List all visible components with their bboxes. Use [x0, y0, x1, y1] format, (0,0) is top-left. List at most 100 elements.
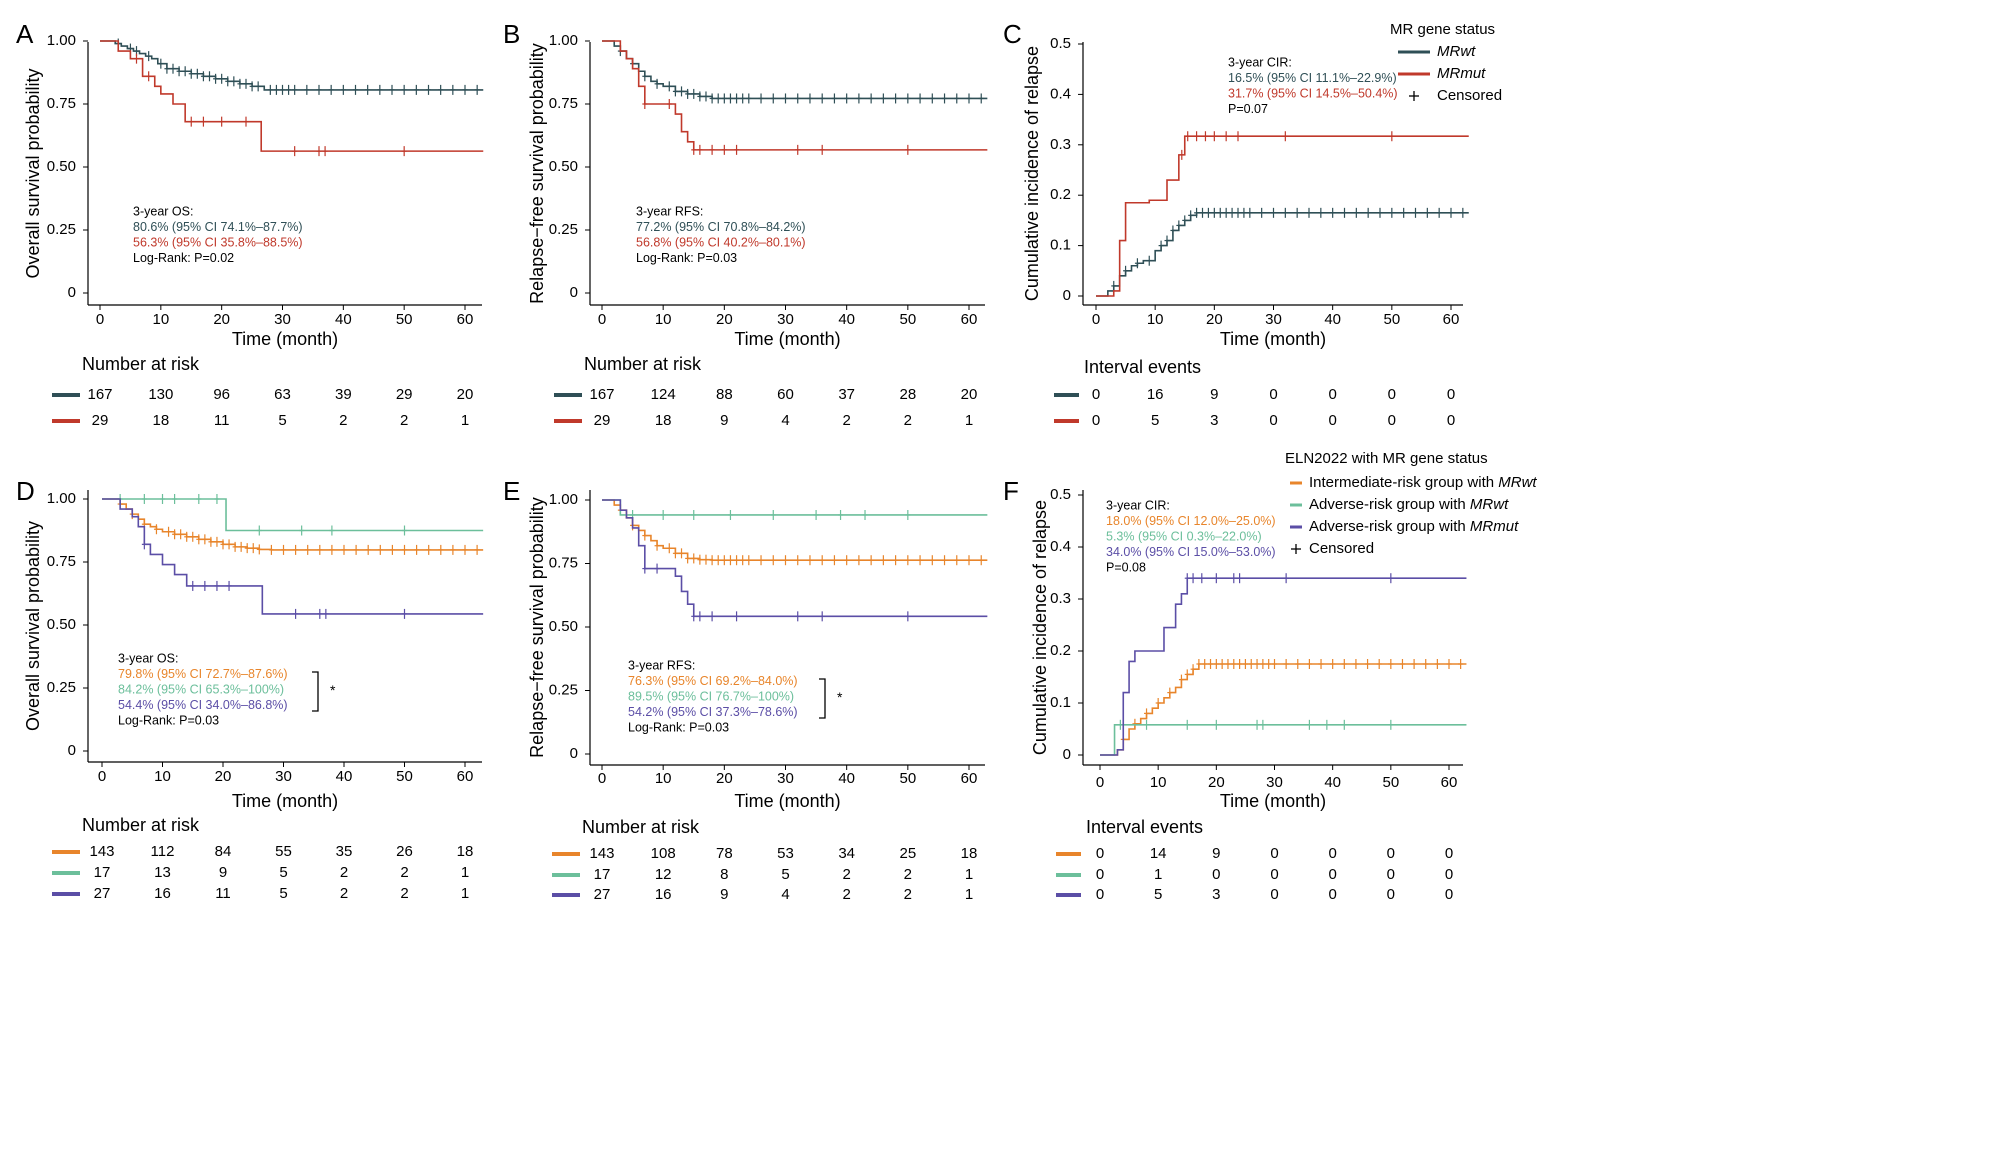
x-tick-label: 60: [1443, 311, 1460, 328]
risk-value: 0: [1328, 886, 1336, 903]
annotation-line: 56.3% (95% CI 35.8%–88.5%): [133, 235, 303, 249]
y-tick-label: 1.00: [47, 490, 76, 507]
x-tick-label: 40: [1324, 774, 1341, 791]
x-tick-label: 40: [1324, 311, 1341, 328]
risk-value: 0: [1270, 845, 1278, 862]
risk-value: 0: [1328, 386, 1336, 403]
legend-label: MRwt: [1437, 43, 1476, 60]
risk-value: 18: [152, 412, 169, 429]
x-tick-label: 10: [1150, 774, 1167, 791]
x-tick-label: 20: [215, 768, 232, 785]
annotation-line: 3-year RFS:: [628, 658, 695, 672]
risk-value: 0: [1212, 866, 1220, 883]
risk-value: 2: [904, 866, 912, 883]
legend-label: Censored: [1437, 87, 1502, 104]
y-tick-label: 0.75: [47, 553, 76, 570]
x-tick-label: 40: [335, 311, 352, 328]
y-tick-label: 1.00: [549, 491, 578, 508]
risk-value: 14: [1150, 845, 1167, 862]
x-tick-label: 0: [598, 311, 606, 328]
risk-value: 18: [961, 845, 978, 862]
annotation-line: 34.0% (95% CI 15.0%–53.0%): [1106, 545, 1276, 559]
risk-value: 9: [720, 412, 728, 429]
x-axis-label: Time (month): [1220, 791, 1326, 811]
panel-letter: C: [1003, 19, 1022, 49]
risk-value: 2: [400, 864, 408, 881]
annotation-line: 3-year OS:: [133, 204, 193, 218]
annotation-line: 3-year CIR:: [1228, 55, 1292, 69]
risk-value: 2: [842, 866, 850, 883]
risk-value: 28: [899, 386, 916, 403]
annotation-line: 80.6% (95% CI 74.1%–87.7%): [133, 220, 303, 234]
risk-value: 0: [1445, 886, 1453, 903]
x-tick-label: 20: [716, 311, 733, 328]
y-tick-label: 0.25: [47, 221, 76, 238]
annotation-line: 16.5% (95% CI 11.1%–22.9%): [1228, 71, 1397, 85]
annotation-line: 76.3% (95% CI 69.2%–84.0%): [628, 674, 798, 688]
annotation-line: 54.2% (95% CI 37.3%–78.6%): [628, 705, 798, 719]
series-line-adverse_mut: [1100, 577, 1467, 756]
series-line-mrmut: [602, 40, 988, 151]
risk-value: 3: [1212, 886, 1220, 903]
x-tick-label: 60: [457, 768, 474, 785]
risk-value: 167: [87, 386, 112, 403]
x-tick-label: 10: [1147, 311, 1164, 328]
significance-bracket: [819, 678, 826, 719]
risk-value: 2: [339, 412, 347, 429]
risk-value: 12: [655, 866, 672, 883]
x-tick-label: 40: [336, 768, 353, 785]
y-axis-label: Overall survival probability: [23, 521, 43, 731]
risk-value: 9: [1212, 845, 1220, 862]
risk-value: 1: [1154, 866, 1162, 883]
x-tick-label: 30: [777, 311, 794, 328]
y-axis-label: Cumulative incidence of relapse: [1030, 500, 1050, 755]
risk-value: 16: [1147, 386, 1164, 403]
legend-label: Adverse-risk group with MRwt: [1309, 496, 1509, 513]
legend-label: Censored: [1309, 540, 1374, 557]
y-tick-label: 0.3: [1050, 136, 1071, 153]
risk-value: 1: [965, 412, 973, 429]
x-tick-label: 50: [1383, 311, 1400, 328]
risk-value: 0: [1447, 412, 1455, 429]
risk-value: 84: [215, 843, 232, 860]
risk-value: 1: [965, 866, 973, 883]
x-axis-label: Time (month): [734, 329, 840, 349]
y-tick-label: 0.2: [1050, 642, 1071, 659]
annotation-line: 79.8% (95% CI 72.7%–87.6%): [118, 667, 288, 681]
x-tick-label: 50: [396, 311, 413, 328]
risk-value: 0: [1387, 866, 1395, 883]
y-tick-label: 0.50: [47, 158, 76, 175]
risk-value: 55: [275, 843, 292, 860]
risk-value: 17: [94, 864, 111, 881]
x-axis-label: Time (month): [232, 329, 338, 349]
risk-value: 167: [589, 386, 614, 403]
risk-value: 11: [214, 412, 230, 429]
risk-value: 0: [1270, 866, 1278, 883]
risk-value: 1: [461, 864, 469, 881]
y-tick-label: 0.1: [1050, 237, 1071, 254]
legend-label: Intermediate-risk group with MRwt: [1309, 474, 1537, 491]
y-axis-label: Cumulative incidence of relapse: [1022, 46, 1042, 301]
y-tick-label: 0: [1063, 287, 1071, 304]
risk-value: 5: [279, 864, 287, 881]
risk-value: 9: [720, 886, 728, 903]
risk-value: 0: [1388, 386, 1396, 403]
series-line-adverse_mut: [602, 499, 988, 618]
risk-value: 143: [589, 845, 614, 862]
y-axis-label: Relapse−free survival probability: [527, 43, 547, 304]
risk-value: 0: [1328, 866, 1336, 883]
risk-value: 108: [651, 845, 676, 862]
annotation-line: 84.2% (95% CI 65.3%–100%): [118, 682, 284, 696]
risk-value: 37: [838, 386, 855, 403]
panel-e: E 0 0.25 0.50 0.75 1.00 0 10 20 30 40 50 60 Time (mon…: [503, 476, 988, 903]
y-tick-label: 0.50: [549, 158, 578, 175]
series-line-adverse_mut: [102, 498, 484, 615]
x-tick-label: 0: [96, 311, 104, 328]
risk-value: 34: [838, 845, 855, 862]
risk-value: 0: [1328, 845, 1336, 862]
x-tick-label: 10: [152, 311, 169, 328]
risk-value: 39: [335, 386, 352, 403]
risk-value: 2: [400, 885, 408, 902]
y-tick-label: 1.00: [549, 32, 578, 49]
x-tick-label: 40: [838, 770, 855, 787]
